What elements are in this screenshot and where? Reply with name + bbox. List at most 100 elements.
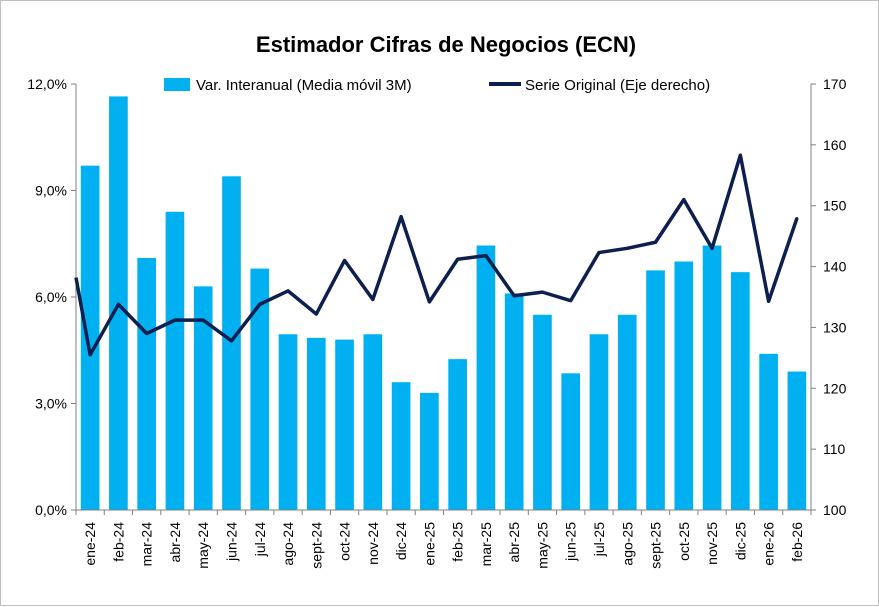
bar-mar-25 <box>476 245 496 510</box>
left-tick-label: 12,0% <box>27 76 67 92</box>
right-tick-label: 130 <box>823 319 847 335</box>
bar-feb-25 <box>448 359 467 511</box>
line-point-dic-24 <box>399 215 403 219</box>
bar-ene-24 <box>80 165 100 510</box>
bar-oct-24 <box>335 339 354 510</box>
right-tick-label: 110 <box>823 441 846 457</box>
bar-dic-24 <box>391 382 411 510</box>
bar-ago-25 <box>617 314 637 510</box>
legend-bar-swatch <box>164 78 190 91</box>
bar-nov-24 <box>363 334 383 510</box>
bar-dic-25 <box>731 272 750 510</box>
legend-bar-label: Var. Interanual (Media móvil 3M) <box>196 77 412 94</box>
x-tick-label-feb-24: feb-24 <box>110 522 126 562</box>
right-tick-label: 120 <box>823 380 847 396</box>
x-tick-label-sept-25: sept-25 <box>648 522 664 569</box>
x-tick-label-nov-25: nov-25 <box>704 522 720 565</box>
line-point-feb-24 <box>116 302 120 306</box>
line-point-ago-24 <box>286 289 290 293</box>
legend-line-label: Serie Original (Eje derecho) <box>525 77 710 94</box>
bar-ago-24 <box>278 334 298 510</box>
line-point-may-24 <box>201 318 205 322</box>
x-tick-label-may-25: may-25 <box>534 522 550 569</box>
right-tick-label: 160 <box>823 137 847 153</box>
left-tick-label: 6,0% <box>35 289 67 305</box>
tick-labels: 0,0% 3,0% 6,0% 9,0% 12,0% 100 110 120 130 140 150 1… <box>27 76 846 569</box>
bar-nov-25 <box>702 245 722 510</box>
line-point-mar-25 <box>484 254 488 258</box>
bar-jun-24 <box>222 176 241 511</box>
bar-sept-24 <box>306 337 326 510</box>
bar-sept-25 <box>646 270 665 511</box>
right-tick-label: 140 <box>823 259 847 275</box>
line-point-jul-24 <box>258 302 262 306</box>
bar-abr-25 <box>504 293 524 510</box>
line-point-jul-25 <box>597 251 601 255</box>
x-tick-label-may-24: may-24 <box>195 522 211 569</box>
bar-abr-24 <box>165 211 185 511</box>
bar-jul-25 <box>589 334 609 510</box>
bar-mar-24 <box>137 257 156 510</box>
line-point-feb-26 <box>795 216 799 220</box>
line-point-nov-24 <box>371 297 375 301</box>
x-tick-label-mar-24: mar-24 <box>139 522 155 567</box>
x-tick-label-ene-25: ene-25 <box>421 522 437 566</box>
axes <box>71 83 816 515</box>
bar-oct-25 <box>674 261 694 510</box>
x-tick-label-ene-26: ene-26 <box>761 522 777 566</box>
x-tick-label-mar-25: mar-25 <box>478 522 494 567</box>
line-point-jun-24 <box>229 339 233 343</box>
bar-may-25 <box>533 314 552 510</box>
x-tick-label-jun-24: jun-24 <box>223 522 239 562</box>
left-tick-label: 9,0% <box>35 183 67 199</box>
line-point-dic-25 <box>738 153 742 157</box>
x-tick-label-ago-25: ago-25 <box>619 522 635 566</box>
x-tick-label-jul-24: jul-24 <box>252 522 268 557</box>
x-tick-label-sept-24: sept-24 <box>308 522 324 569</box>
line-point-abr-24 <box>173 318 177 322</box>
bar-ene-26 <box>759 353 778 510</box>
left-tick-label: 0,0% <box>35 502 67 518</box>
line-point-may-25 <box>540 290 544 294</box>
x-tick-label-jun-25: jun-25 <box>563 522 579 562</box>
chart-title: Estimador Cifras de Negocios (ECN) <box>256 32 636 57</box>
bar-series <box>80 96 807 511</box>
line-point-nov-25 <box>710 246 714 250</box>
bar-may-24 <box>193 286 213 510</box>
x-tick-label-feb-25: feb-25 <box>450 522 466 562</box>
x-tick-label-feb-26: feb-26 <box>789 522 805 562</box>
line-point-ene-25 <box>427 300 431 304</box>
x-tick-label-abr-25: abr-25 <box>506 522 522 563</box>
left-tick-label: 3,0% <box>35 396 67 412</box>
line-series <box>74 153 799 357</box>
x-tick-label-ene-24: ene-24 <box>82 522 98 566</box>
x-tick-label-nov-24: nov-24 <box>365 522 381 565</box>
bar-ene-25 <box>420 392 439 510</box>
line-point-abr-25 <box>512 294 516 298</box>
right-tick-label: 150 <box>823 198 847 214</box>
bar-jul-24 <box>250 268 270 510</box>
right-tick-label: 170 <box>823 76 847 92</box>
line-point-feb-25 <box>456 257 460 261</box>
x-tick-label-oct-25: oct-25 <box>676 522 692 561</box>
line-point-sept-24 <box>314 312 318 316</box>
line-point-oct-25 <box>682 198 686 202</box>
x-tick-label-abr-24: abr-24 <box>167 522 183 563</box>
line-point-oct-24 <box>343 258 347 262</box>
x-tick-label-ago-24: ago-24 <box>280 522 296 566</box>
line-point-jun-25 <box>569 299 573 303</box>
x-tick-label-dic-25: dic-25 <box>732 522 748 560</box>
bar-jun-25 <box>561 373 581 510</box>
line-point-ene-26 <box>767 299 771 303</box>
x-tick-label-dic-24: dic-24 <box>393 522 409 560</box>
line-point-ago-25 <box>625 246 629 250</box>
right-tick-label: 100 <box>823 502 847 518</box>
x-tick-label-oct-24: oct-24 <box>337 522 353 561</box>
bar-feb-26 <box>787 371 807 510</box>
line-point-sept-25 <box>654 240 658 244</box>
line-point-mar-24 <box>145 332 149 336</box>
x-tick-label-jul-25: jul-25 <box>591 522 607 557</box>
legend: Var. Interanual (Media móvil 3M) Serie O… <box>164 77 710 94</box>
